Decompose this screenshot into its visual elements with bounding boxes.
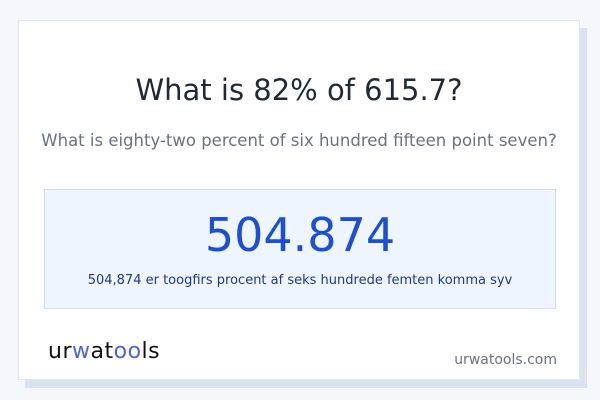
- logo-text: ls: [141, 339, 161, 364]
- logo-text: w: [72, 339, 91, 364]
- result-box: 504.874 504,874 er toogfirs procent af s…: [44, 189, 556, 309]
- result-value: 504.874: [204, 208, 396, 262]
- page-title: What is 82% of 615.7?: [135, 73, 463, 107]
- result-words: 504,874 er toogfirs procent af seks hund…: [87, 273, 513, 288]
- logo-text: oo: [113, 339, 142, 364]
- urwatools-logo: urwatools: [48, 339, 160, 364]
- logo-text: ur: [48, 339, 72, 364]
- site-url: urwatools.com: [454, 352, 557, 368]
- result-card: What is 82% of 615.7? What is eighty-two…: [18, 20, 580, 380]
- logo-text: at: [90, 339, 114, 364]
- page-subtitle: What is eighty-two percent of six hundre…: [41, 131, 557, 150]
